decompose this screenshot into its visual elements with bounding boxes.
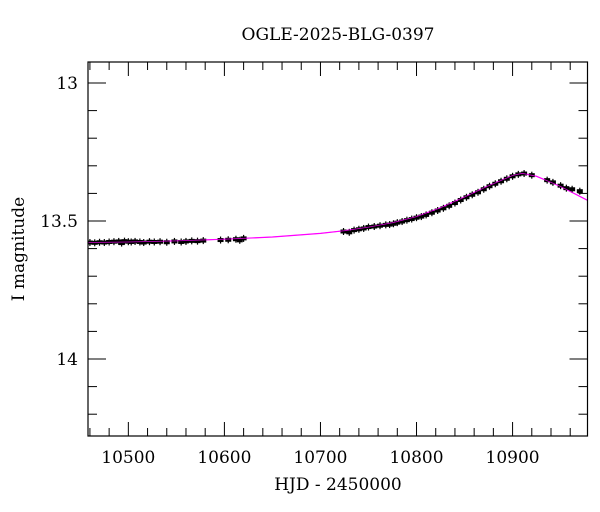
data-point: [225, 236, 232, 244]
y-tick-label: 13: [56, 74, 78, 94]
data-point: [360, 224, 367, 232]
x-tick-label: 10800: [389, 448, 443, 468]
data-point: [463, 193, 470, 201]
data-point: [413, 214, 420, 222]
data-point: [200, 237, 207, 245]
y-tick-label: 14: [56, 350, 78, 370]
data-point: [428, 209, 435, 217]
x-axis-label: HJD - 2450000: [274, 475, 402, 495]
data-point: [182, 237, 189, 245]
data-point: [194, 237, 201, 245]
data-point: [121, 237, 128, 245]
data-point: [178, 238, 185, 246]
data-point: [386, 221, 393, 229]
data-point: [355, 225, 362, 233]
data-point: [569, 185, 576, 193]
data-point: [440, 204, 447, 212]
plot-area: [88, 170, 588, 247]
data-point: [509, 172, 516, 180]
data-point: [498, 177, 505, 185]
data-point: [492, 180, 499, 188]
data-point: [163, 238, 170, 246]
x-tick-label: 10700: [293, 448, 347, 468]
plot-frame: [87, 61, 589, 437]
y-axis: 13 13.5 14: [40, 74, 588, 415]
x-axis: 10500 10600 10700 10800 10900: [89, 62, 571, 468]
data-point: [188, 237, 195, 245]
data-point: [399, 218, 406, 226]
data-point: [503, 175, 510, 183]
data-point: [469, 191, 476, 199]
data-point: [408, 215, 415, 223]
data-point: [382, 221, 389, 229]
data-point: [486, 182, 493, 190]
data-point: [110, 238, 117, 246]
model-curve: [88, 172, 588, 244]
data-point: [140, 239, 147, 247]
data-point: [480, 185, 487, 193]
data-point: [217, 236, 224, 244]
data-point: [557, 182, 564, 190]
y-tick-label: 13.5: [40, 212, 78, 232]
data-point: [544, 176, 551, 184]
data-point: [232, 235, 239, 243]
data-point: [236, 236, 243, 244]
data-point: [377, 222, 384, 230]
data-point: [451, 199, 458, 207]
chart-title: OGLE-2025-BLG-0397: [242, 25, 435, 45]
data-point: [418, 213, 425, 221]
data-point: [423, 211, 430, 219]
data-point: [563, 184, 570, 192]
data-point: [474, 188, 481, 196]
data-point: [340, 227, 347, 235]
data-point: [151, 238, 158, 246]
x-tick-label: 10600: [197, 448, 251, 468]
x-tick-label: 10900: [486, 448, 540, 468]
x-tick-label: 10500: [101, 448, 155, 468]
y-axis-label: I magnitude: [9, 197, 29, 301]
data-point: [549, 178, 556, 186]
data-point: [171, 237, 178, 245]
data-point: [371, 223, 378, 231]
data-point: [403, 216, 410, 224]
data-point: [434, 207, 441, 215]
data-point: [394, 219, 401, 227]
data-point: [457, 196, 464, 204]
data-point: [351, 226, 358, 234]
data-point: [390, 220, 397, 228]
data-point: [132, 237, 139, 245]
data-point: [157, 238, 164, 246]
